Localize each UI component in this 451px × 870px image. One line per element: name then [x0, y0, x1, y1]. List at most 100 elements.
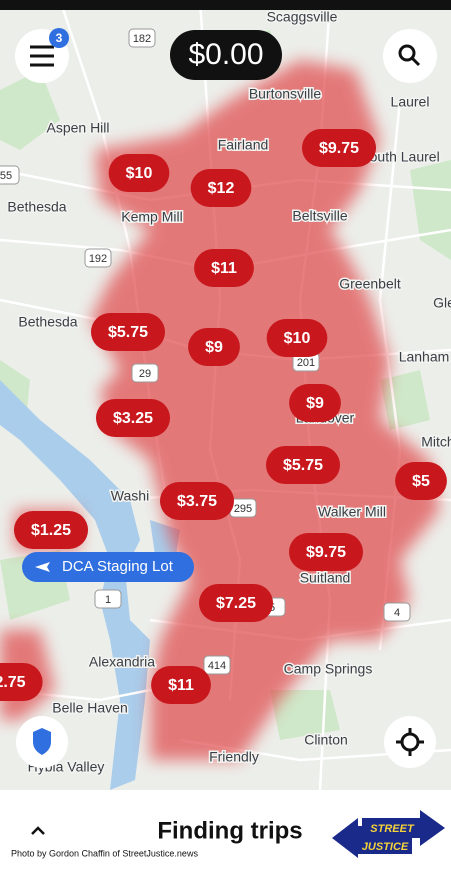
place-label: Belle Haven: [52, 700, 128, 716]
surge-bubble[interactable]: [289, 384, 341, 422]
place-label: Suitland: [300, 570, 351, 586]
surge-bubble[interactable]: [90, 313, 166, 351]
place-label: Bethesda: [18, 314, 77, 330]
place-label: Burtonsville: [249, 86, 322, 102]
place-label: Aspen Hill: [46, 120, 109, 136]
safety-button[interactable]: [16, 716, 68, 768]
road-shield: [0, 165, 20, 185]
surge-bubble[interactable]: [159, 482, 235, 520]
staging-lot-background[interactable]: [22, 552, 194, 582]
place-label: Fairland: [218, 137, 269, 153]
place-label: Beltsville: [292, 208, 347, 224]
staging-lot-label: DCA Staging Lot: [62, 558, 174, 575]
surge-price: $9.75: [306, 544, 346, 561]
road-shield: [128, 28, 156, 48]
menu-icon: [30, 45, 54, 67]
surge-price: $11: [168, 677, 194, 694]
locate-icon-ticks: [396, 728, 424, 756]
road-number: 295: [234, 503, 252, 515]
place-label: Clinton: [304, 732, 348, 748]
place-label: Alexandria: [89, 654, 155, 670]
surge-bubble[interactable]: [190, 169, 252, 207]
surge-price: $10: [284, 330, 311, 347]
place-label: Camp Springs: [284, 661, 373, 677]
surge-bubble[interactable]: [108, 154, 170, 192]
road-number: 182: [133, 33, 151, 45]
surge-bubble[interactable]: [288, 533, 364, 571]
surge-bubble[interactable]: [95, 399, 171, 437]
surge-bubble[interactable]: [13, 511, 89, 549]
badge: [49, 28, 69, 48]
road-number: 4: [394, 607, 400, 619]
place-label: Mitch: [421, 434, 451, 450]
road-number: 1: [105, 594, 111, 606]
surge-price: $9: [306, 395, 324, 412]
search-icon: [398, 44, 416, 62]
status-text: Finding trips: [157, 817, 302, 844]
surge-price: $9: [205, 339, 223, 356]
plane-icon: [35, 562, 50, 572]
surge-price: $12: [208, 180, 235, 197]
surge-price: $10: [126, 165, 153, 182]
surge-bubble[interactable]: [265, 446, 341, 484]
logo-word: STREET: [370, 823, 415, 835]
road-number: 29: [139, 368, 151, 380]
place-label: Washi: [111, 488, 149, 504]
logo: STREET JUSTICE: [332, 810, 445, 858]
road-shield: [203, 655, 231, 675]
locate-circle[interactable]: [384, 716, 436, 768]
surge-price: $3.25: [113, 410, 153, 427]
place-label: Greenbelt: [339, 276, 401, 292]
place-label: Friendly: [209, 749, 259, 765]
surge-bubble[interactable]: [0, 663, 43, 701]
surge-bubble[interactable]: [151, 666, 211, 704]
road-number: 201: [297, 357, 315, 369]
surge-price: $9.75: [319, 140, 359, 157]
surge-bubble[interactable]: [198, 584, 274, 622]
road-number: 192: [89, 253, 107, 265]
search-button[interactable]: [383, 29, 437, 83]
menu-button[interactable]: 3: [15, 28, 69, 83]
place-label: Gle: [433, 295, 451, 311]
map-labels: Scaggsville Burtonsville Laurel Aspen Hill F…: [0, 7, 451, 776]
place-label: Kemp Mill: [121, 209, 182, 225]
expand-chevron[interactable]: [31, 826, 45, 835]
surge-price: 2.75: [0, 674, 26, 691]
surge-price: $7.25: [216, 595, 256, 612]
place-label: South Laurel: [360, 149, 439, 165]
search-icon-handle: [410, 56, 421, 67]
logo-word: JUSTICE: [362, 841, 409, 853]
surge-bubble[interactable]: [301, 129, 377, 167]
road-number: 55: [0, 170, 12, 182]
logo-arrow-right: [362, 810, 445, 846]
surge-bubble[interactable]: [395, 462, 447, 500]
surge-bubble[interactable]: [266, 319, 328, 357]
surge-bubble[interactable]: [188, 328, 240, 366]
shield-icon: [33, 728, 51, 755]
surge-bubble[interactable]: [194, 249, 254, 287]
surge-price: $1.25: [31, 522, 71, 539]
road-number: 414: [208, 660, 226, 672]
earnings-background[interactable]: [170, 30, 282, 80]
surge-price: $11: [211, 260, 237, 277]
status-strip: [0, 0, 451, 10]
staging-lot-chip[interactable]: DCA Staging Lot: [22, 552, 194, 582]
locate-button[interactable]: [384, 716, 436, 768]
road-shield: [94, 589, 122, 609]
logo-band: [358, 838, 412, 854]
road-shield: [383, 602, 411, 622]
road-shield: [84, 248, 112, 268]
place-label: Laurel: [391, 94, 430, 110]
earnings-pill[interactable]: $0.00: [170, 30, 282, 80]
place-label: Lanham: [399, 349, 450, 365]
earnings: $0.00: [188, 38, 263, 71]
surge-price: $5.75: [108, 324, 148, 341]
surge-price: $5: [412, 473, 430, 490]
place-label: Bethesda: [7, 199, 66, 215]
photo-credit: Photo by Gordon Chaffin of StreetJustice…: [11, 848, 198, 858]
surge-price: $3.75: [177, 493, 217, 510]
search-circle[interactable]: [383, 29, 437, 83]
notification-count: 3: [56, 31, 63, 45]
place-label: Scaggsville: [267, 9, 338, 25]
